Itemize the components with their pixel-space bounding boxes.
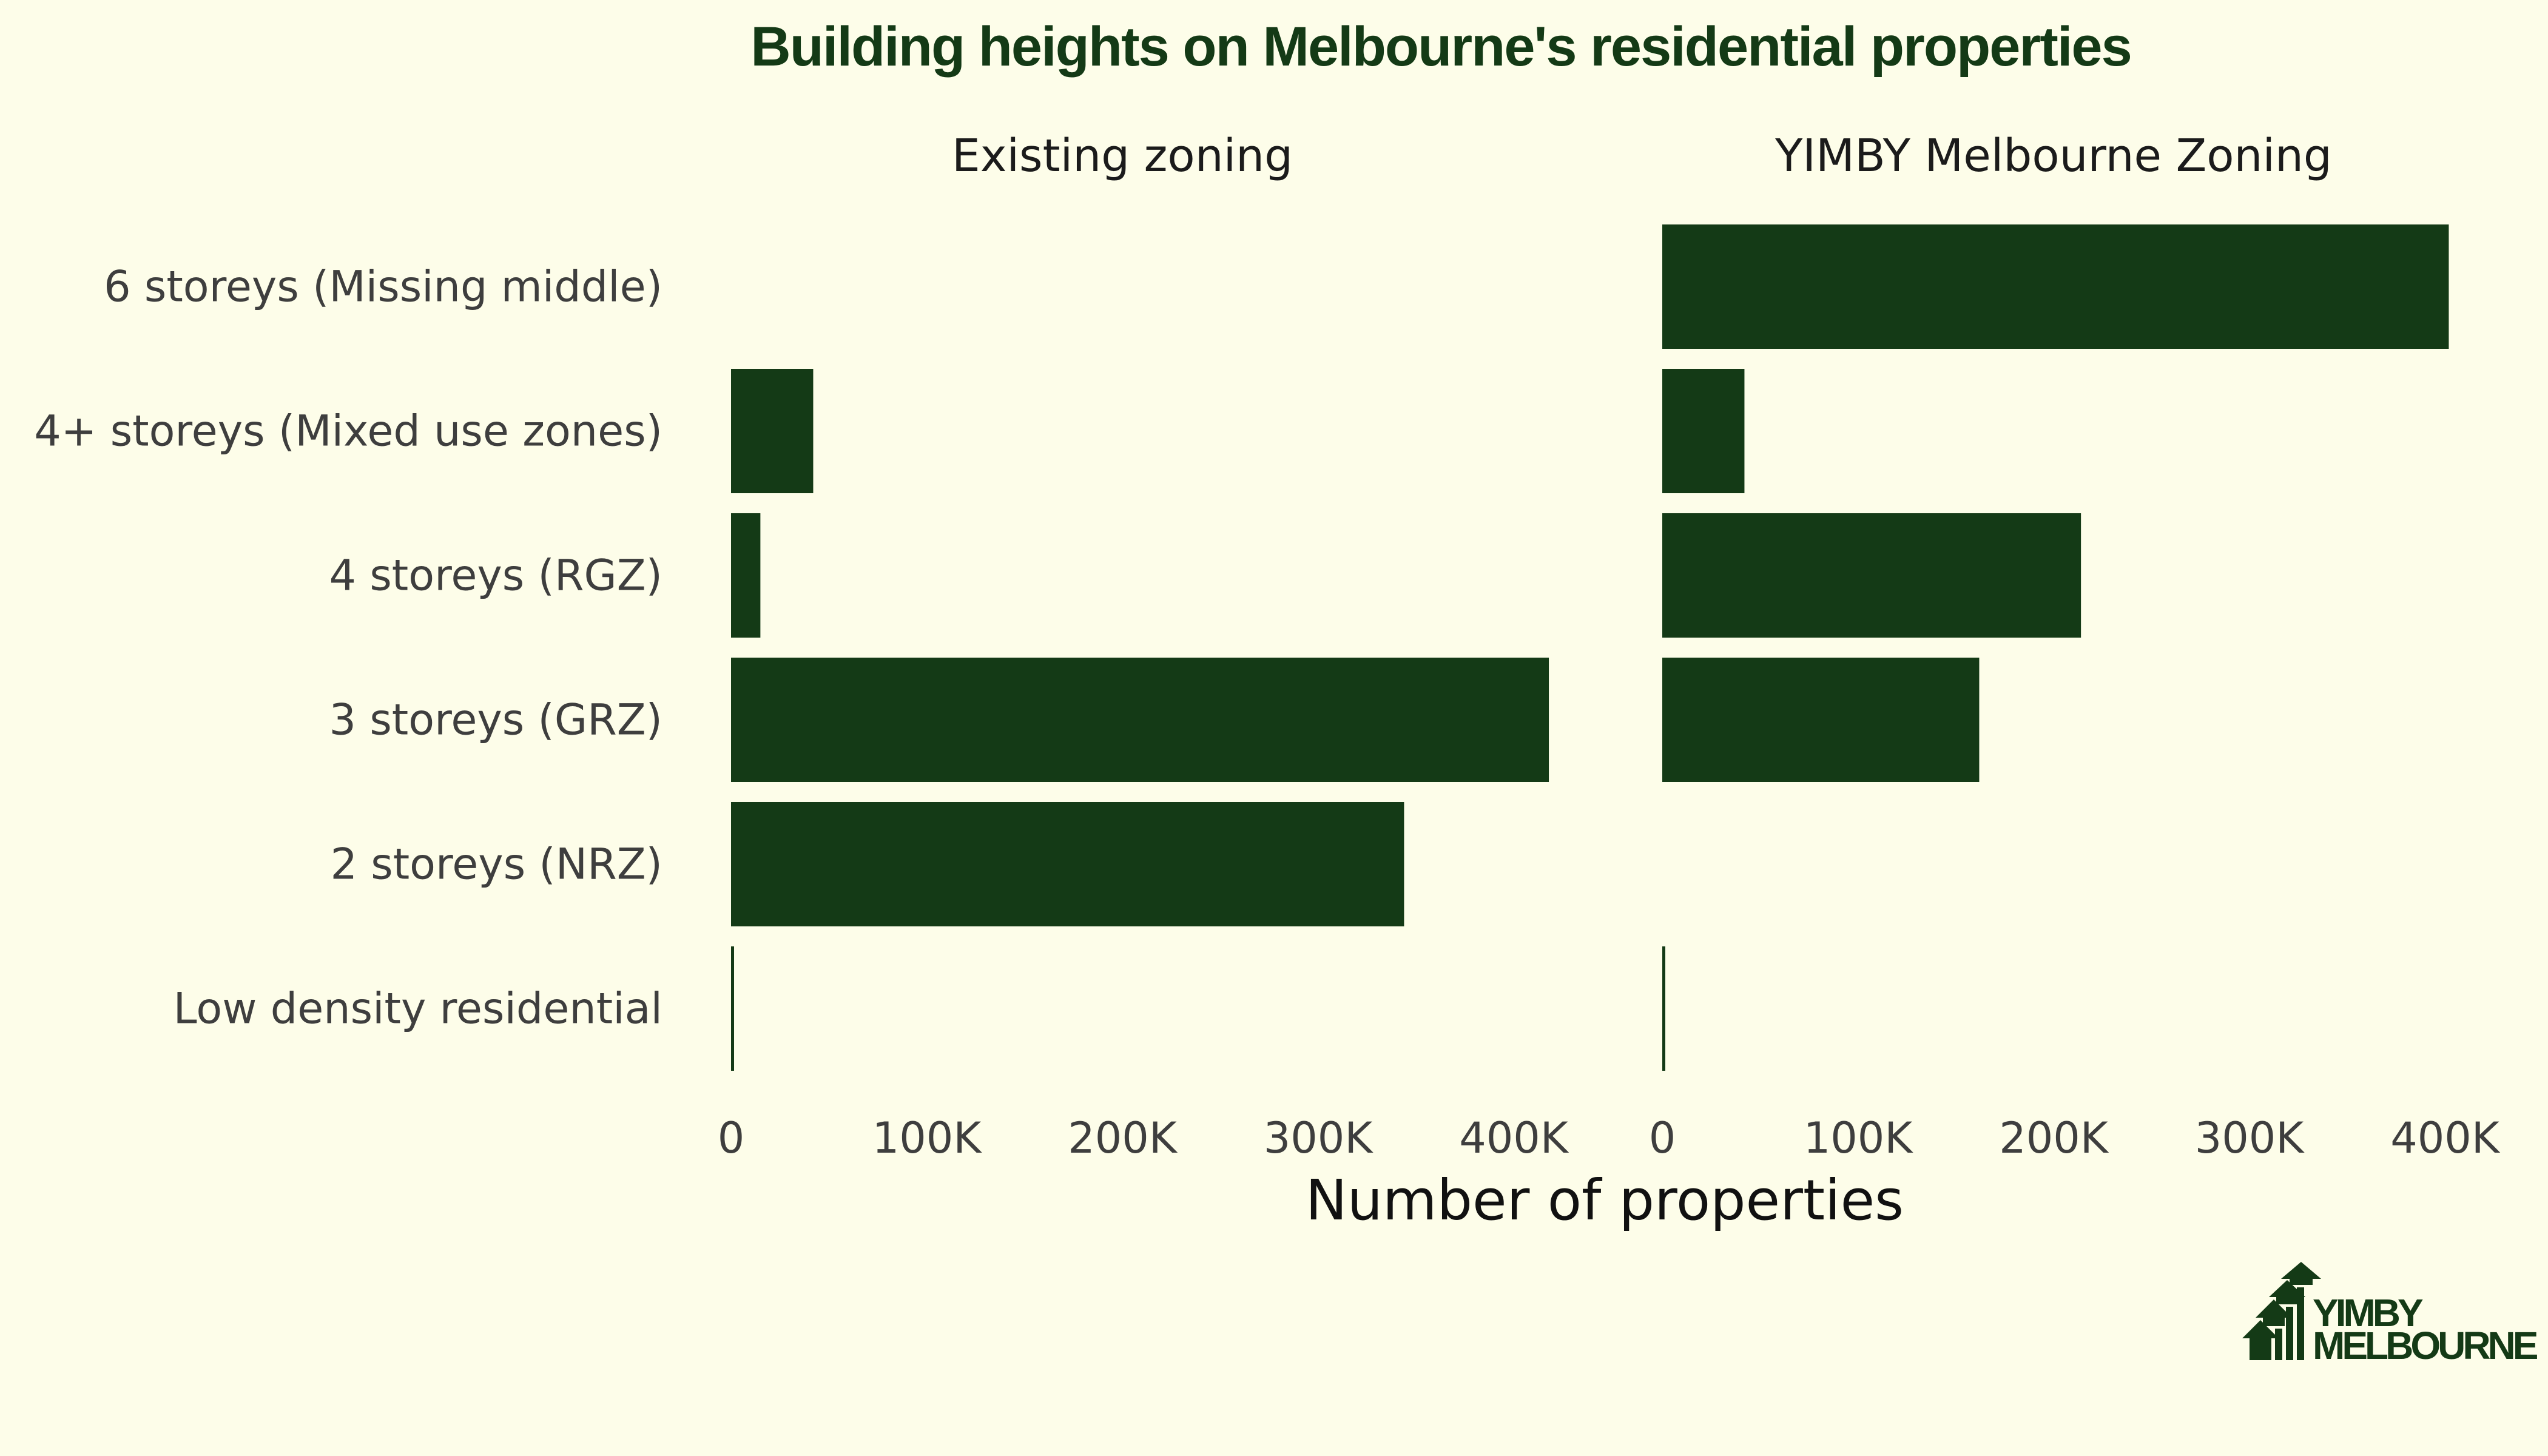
bar: [1662, 513, 2081, 638]
facet-panel: Existing zoning 0 100K 200K 300K 400K: [718, 130, 1569, 1163]
bar: [1662, 369, 1745, 493]
bar: [731, 658, 1549, 782]
x-tick-label: 300K: [2195, 1113, 2305, 1163]
x-axis-label: Number of properties: [1306, 1168, 1904, 1233]
facet-title: Existing zoning: [952, 130, 1293, 182]
bar: [731, 369, 814, 493]
x-tick-label: 200K: [1999, 1113, 2109, 1163]
x-tick-label: 300K: [1264, 1113, 1374, 1163]
bar: [1662, 946, 1665, 1071]
bar: [1662, 224, 2449, 349]
category-label: 3 storeys (GRZ): [329, 695, 662, 745]
x-tick-label: 400K: [1459, 1113, 1569, 1163]
logo-text-line1: YIMBY: [2313, 1291, 2423, 1335]
category-label: 4 storeys (RGZ): [329, 551, 662, 601]
bar: [1662, 658, 1980, 782]
x-tick-label: 100K: [1804, 1113, 1914, 1163]
yimby-melbourne-logo: YIMBY MELBOURNE: [2242, 1262, 2541, 1367]
logo-text-line2: MELBOURNE: [2313, 1324, 2538, 1367]
x-tick-label: 200K: [1068, 1113, 1178, 1163]
logo-building-icon: [2242, 1262, 2321, 1360]
category-label: 6 storeys (Missing middle): [104, 262, 662, 312]
facet-title: YIMBY Melbourne Zoning: [1774, 130, 2332, 182]
category-label: 2 storeys (NRZ): [330, 840, 662, 889]
bar: [731, 946, 734, 1071]
category-label: 4+ storeys (Mixed use zones): [34, 406, 662, 456]
category-labels: 6 storeys (Missing middle) 4+ storeys (Mi…: [34, 262, 662, 1034]
category-label: Low density residential: [174, 984, 662, 1034]
x-tick-label: 0: [718, 1113, 745, 1163]
x-tick-label: 400K: [2390, 1113, 2501, 1163]
chart-title: Building heights on Melbourne's resident…: [750, 16, 2131, 78]
x-tick-label: 0: [1649, 1113, 1676, 1163]
x-tick-label: 100K: [872, 1113, 983, 1163]
bar: [731, 802, 1404, 926]
bar: [731, 513, 761, 638]
facet-panel: YIMBY Melbourne Zoning 0 100K 200K 300K 400K: [1649, 130, 2501, 1163]
